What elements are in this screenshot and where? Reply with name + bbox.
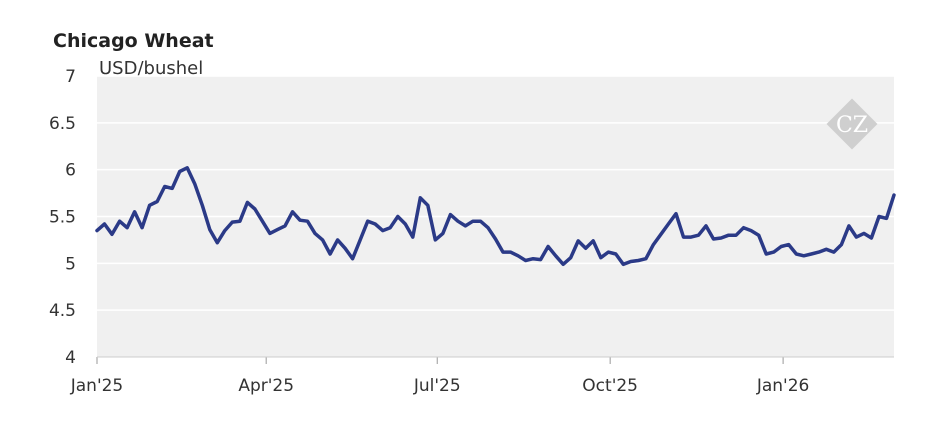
x-tick-label: Jan'26 [756,376,810,396]
watermark-logo: CZ [826,98,878,150]
watermark-logo-text: CZ [836,113,868,138]
grid-lines [97,75,894,311]
y-tick-label: 6 [65,161,76,181]
x-tick-label: Jul'25 [413,376,461,396]
series-line [95,166,896,267]
y-tick-label: 7 [65,67,76,87]
chart-title: Chicago Wheat [53,30,214,52]
y-axis-label: USD/bushel [99,58,203,79]
y-axis-ticks: 4 4.5 5 5.5 6 6.5 7 [49,67,76,368]
x-tick-label: Apr'25 [238,376,294,396]
y-tick-label: 5 [65,254,76,274]
x-axis-ticks: Jan'25 Apr'25 Jul'25 Oct'25 Jan'26 [70,357,810,396]
y-tick-label: 4 [65,348,76,368]
x-tick-label: Jan'25 [70,376,124,396]
x-tick-label: Oct'25 [582,376,638,396]
y-tick-label: 4.5 [49,301,76,321]
y-tick-label: 5.5 [49,208,76,228]
y-tick-label: 6.5 [49,114,76,134]
